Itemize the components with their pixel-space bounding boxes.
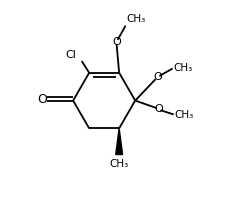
Text: CH₃: CH₃ — [174, 63, 193, 73]
Text: O: O — [37, 94, 47, 106]
Polygon shape — [116, 128, 123, 155]
Text: CH₃: CH₃ — [127, 14, 146, 24]
Text: CH₃: CH₃ — [175, 110, 194, 120]
Text: O: O — [154, 104, 163, 114]
Text: O: O — [153, 72, 162, 82]
Text: O: O — [113, 37, 121, 47]
Text: Cl: Cl — [66, 50, 77, 59]
Text: CH₃: CH₃ — [110, 159, 129, 169]
